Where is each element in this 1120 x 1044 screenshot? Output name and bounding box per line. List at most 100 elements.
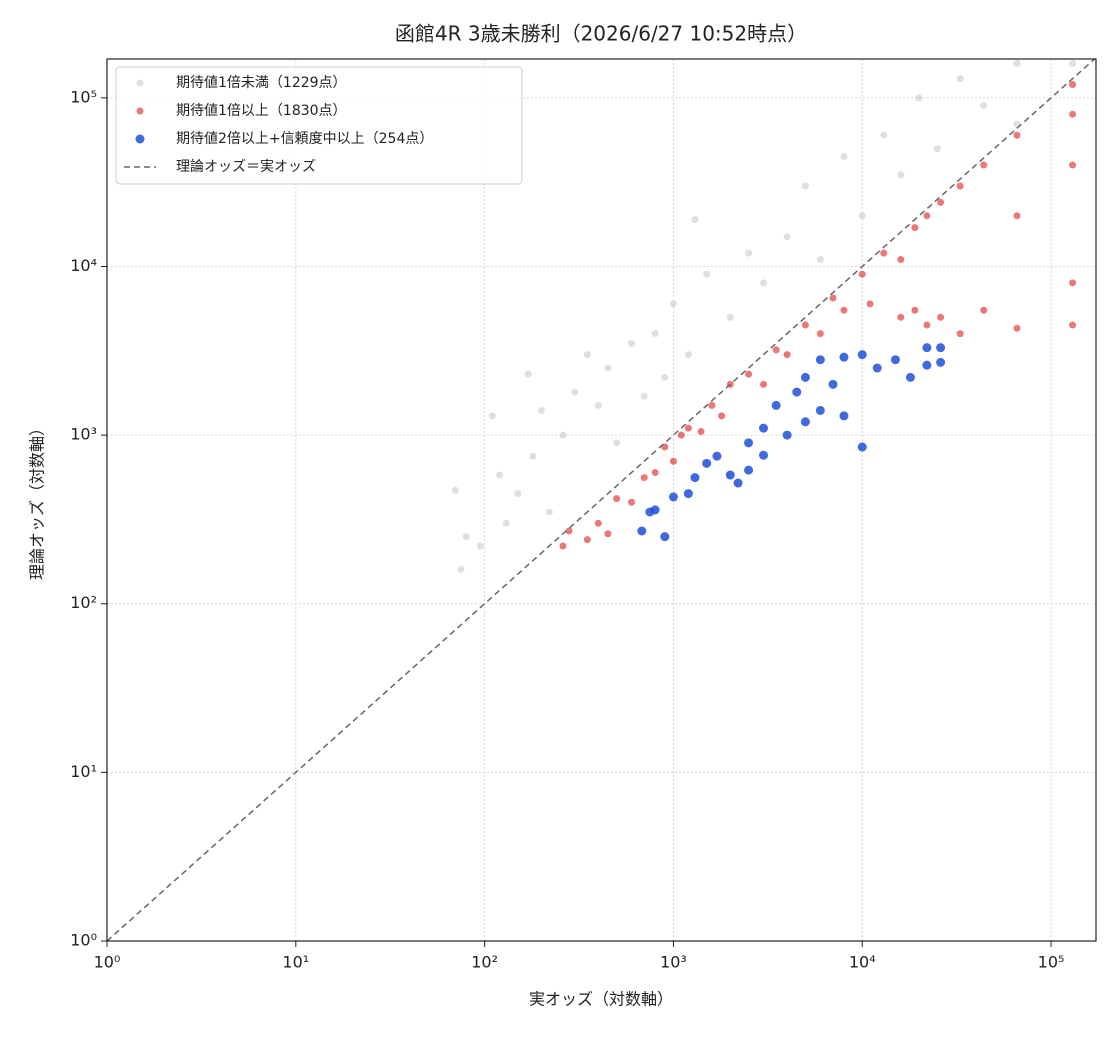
point xyxy=(702,458,712,468)
legend-label: 期待値2倍以上+信頼度中以上（254点） xyxy=(176,131,433,147)
point xyxy=(650,505,660,515)
point xyxy=(1013,324,1021,332)
point xyxy=(604,530,612,538)
point xyxy=(708,401,716,409)
y-tick-label: 10⁴ xyxy=(70,256,97,275)
legend-swatch xyxy=(136,79,144,87)
point xyxy=(462,533,470,541)
point xyxy=(661,373,669,381)
point xyxy=(669,457,677,465)
point xyxy=(866,300,874,308)
x-tick-label: 10⁴ xyxy=(849,953,876,972)
point xyxy=(915,94,923,102)
point xyxy=(640,392,648,400)
point xyxy=(690,473,700,483)
point xyxy=(537,406,545,414)
point xyxy=(905,372,915,382)
point xyxy=(801,321,809,329)
point xyxy=(718,412,726,420)
point xyxy=(684,351,692,359)
point xyxy=(744,465,754,475)
point xyxy=(815,355,825,365)
point xyxy=(1013,59,1021,67)
legend-label: 理論オッズ＝実オッズ xyxy=(176,159,316,175)
point xyxy=(726,313,734,321)
point xyxy=(897,256,905,264)
point xyxy=(923,321,931,329)
point xyxy=(880,131,888,139)
point xyxy=(759,423,769,433)
point xyxy=(980,161,988,169)
point xyxy=(858,212,866,220)
y-tick-label: 10³ xyxy=(70,425,97,444)
plot-frame xyxy=(106,58,1097,942)
point xyxy=(933,145,941,153)
point xyxy=(583,351,591,359)
point xyxy=(828,379,838,389)
point xyxy=(660,532,670,542)
point xyxy=(1069,161,1077,169)
point xyxy=(760,380,768,388)
point xyxy=(1069,59,1077,67)
point xyxy=(880,249,888,257)
point xyxy=(760,279,768,287)
plot-area xyxy=(107,59,1096,941)
point xyxy=(457,565,465,573)
x-tick-label: 10⁰ xyxy=(94,953,121,972)
point xyxy=(651,469,659,477)
point xyxy=(637,526,647,536)
point xyxy=(980,102,988,110)
point xyxy=(1069,279,1077,287)
reference-line xyxy=(107,59,1096,941)
point xyxy=(703,270,711,278)
point xyxy=(783,233,791,241)
point xyxy=(712,451,722,461)
point xyxy=(772,346,780,354)
legend-label: 期待値1倍未満（1229点） xyxy=(176,75,347,91)
point xyxy=(956,75,964,83)
point xyxy=(782,430,792,440)
x-tick-label: 10¹ xyxy=(282,953,309,972)
point xyxy=(840,306,848,314)
point xyxy=(684,424,692,432)
point xyxy=(594,519,602,527)
point xyxy=(857,442,867,452)
legend: 期待値1倍未満（1229点） 期待値1倍以上（1830点） 期待値2倍以上+信頼度中… xyxy=(115,66,523,185)
point xyxy=(783,351,791,359)
point xyxy=(897,313,905,321)
point xyxy=(815,405,825,415)
point xyxy=(897,171,905,179)
point xyxy=(911,306,919,314)
point xyxy=(840,152,848,160)
point xyxy=(956,330,964,338)
point xyxy=(858,270,866,278)
point xyxy=(529,452,537,460)
point xyxy=(937,313,945,321)
legend-label: 期待値1倍以上（1830点） xyxy=(176,103,347,119)
legend-swatch xyxy=(136,107,144,115)
point xyxy=(1069,321,1077,329)
point xyxy=(613,495,621,503)
point xyxy=(691,215,699,223)
point xyxy=(683,489,693,499)
point xyxy=(613,439,621,447)
chart-title: 函館4R 3歳未勝利（2026/6/27 10:52時点） xyxy=(395,22,807,46)
y-tick-label: 10¹ xyxy=(70,762,97,781)
point xyxy=(571,388,579,396)
point xyxy=(488,412,496,420)
y-tick-label: 10⁵ xyxy=(70,87,97,106)
point xyxy=(923,212,931,220)
point xyxy=(594,401,602,409)
point xyxy=(565,527,573,535)
point xyxy=(829,294,837,302)
point xyxy=(697,428,705,436)
point xyxy=(980,306,988,314)
point xyxy=(936,343,946,353)
y-tick-label: 10⁰ xyxy=(70,931,97,950)
point xyxy=(816,256,824,264)
point xyxy=(911,224,919,232)
point xyxy=(937,198,945,206)
point xyxy=(496,471,504,479)
point xyxy=(1069,110,1077,118)
